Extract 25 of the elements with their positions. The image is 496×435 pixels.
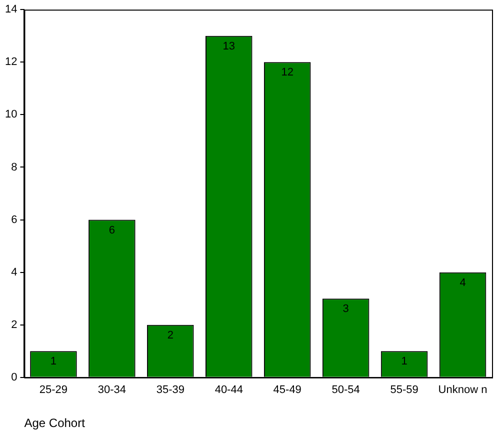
y-tick-label: 2 [11,318,18,331]
x-tick-label: 40-44 [214,384,243,396]
data-label: 2 [167,329,174,342]
x-tick-label: 30-34 [98,384,126,396]
x-tick-label: 35-39 [156,384,184,396]
y-tick-label: 12 [4,56,18,68]
y-tick-label: 6 [11,214,18,226]
y-tick-label: 14 [4,4,18,16]
data-label: 1 [50,356,57,368]
data-label: 3 [342,303,349,316]
x-tick-label: 50-54 [332,384,360,396]
y-tick-label: 0 [11,371,18,384]
data-label: 13 [222,40,236,52]
x-tick-label: 25-29 [39,384,68,396]
y-tick-label: 10 [4,108,18,121]
x-axis-title: Age Cohort [24,416,86,430]
data-label: 12 [281,66,294,79]
data-label: 4 [460,276,466,289]
x-tick-label: Unknow n [438,384,488,396]
y-tick-label: 8 [11,161,18,174]
x-tick-label: 55-59 [390,384,418,396]
data-label: 6 [108,224,116,236]
data-label: 1 [401,356,408,368]
x-tick-label: 45-49 [273,384,302,396]
y-tick-label: 4 [11,266,18,278]
